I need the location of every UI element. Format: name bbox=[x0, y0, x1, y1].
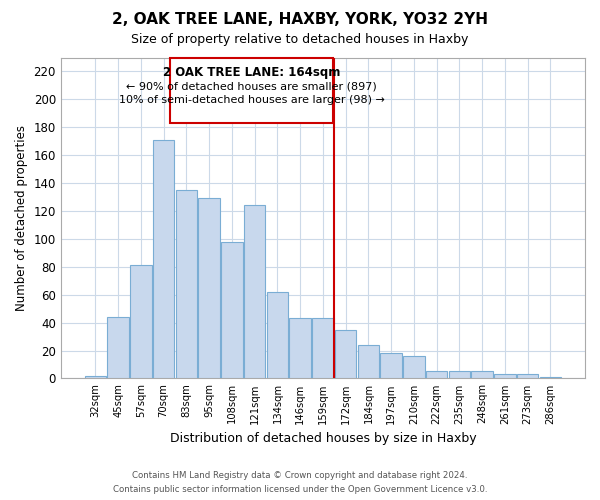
Bar bbox=[85, 376, 106, 378]
Text: Contains HM Land Registry data © Crown copyright and database right 2024.
Contai: Contains HM Land Registry data © Crown c… bbox=[113, 472, 487, 494]
Text: 2 OAK TREE LANE: 164sqm: 2 OAK TREE LANE: 164sqm bbox=[163, 66, 340, 79]
Bar bbox=[130, 266, 152, 378]
Bar bbox=[403, 356, 425, 378]
FancyBboxPatch shape bbox=[170, 58, 333, 123]
Bar bbox=[176, 190, 197, 378]
Bar bbox=[335, 330, 356, 378]
Bar bbox=[358, 345, 379, 378]
Bar bbox=[312, 318, 334, 378]
Bar bbox=[221, 242, 243, 378]
Bar bbox=[380, 354, 402, 378]
Y-axis label: Number of detached properties: Number of detached properties bbox=[15, 125, 28, 311]
Bar bbox=[494, 374, 515, 378]
Bar bbox=[517, 374, 538, 378]
Bar bbox=[426, 372, 448, 378]
Bar bbox=[472, 372, 493, 378]
Text: 10% of semi-detached houses are larger (98) →: 10% of semi-detached houses are larger (… bbox=[119, 95, 385, 105]
Bar bbox=[539, 377, 561, 378]
Bar bbox=[199, 198, 220, 378]
Text: 2, OAK TREE LANE, HAXBY, YORK, YO32 2YH: 2, OAK TREE LANE, HAXBY, YORK, YO32 2YH bbox=[112, 12, 488, 28]
Bar bbox=[449, 372, 470, 378]
Bar bbox=[153, 140, 175, 378]
Text: Size of property relative to detached houses in Haxby: Size of property relative to detached ho… bbox=[131, 32, 469, 46]
Bar bbox=[107, 317, 129, 378]
Bar bbox=[266, 292, 288, 378]
X-axis label: Distribution of detached houses by size in Haxby: Distribution of detached houses by size … bbox=[170, 432, 476, 445]
Bar bbox=[244, 206, 265, 378]
Bar bbox=[289, 318, 311, 378]
Text: ← 90% of detached houses are smaller (897): ← 90% of detached houses are smaller (89… bbox=[127, 81, 377, 91]
